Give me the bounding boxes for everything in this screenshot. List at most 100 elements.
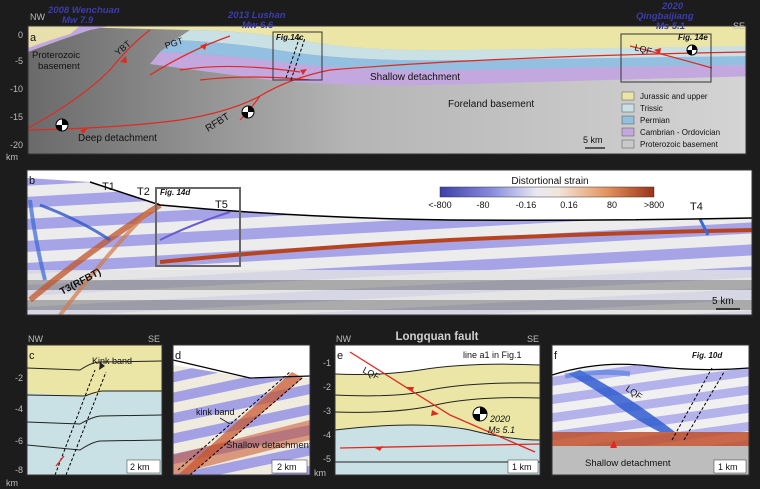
permian-layer <box>160 40 746 71</box>
event-wenchuan-line2: Mw 7.9 <box>62 15 94 26</box>
panel-a-letter: a <box>30 32 37 44</box>
y-unit-label: km <box>6 478 18 488</box>
fig14c-kink-lines <box>285 35 306 81</box>
panel-a-scale-label: 5 km <box>583 135 603 145</box>
jurassic-layer <box>28 26 746 51</box>
panel-e-scale-box <box>507 459 539 474</box>
panel-d-shallow-label: Shallow detachment <box>226 440 312 451</box>
panel-c-nw: NW <box>28 334 43 344</box>
panel-e-subtitle: line a1 in Fig.1 <box>463 350 522 360</box>
panel-e-event-line1: 2020 <box>489 414 510 424</box>
thrust-splay-2 <box>199 76 311 81</box>
panel-e-event-line2: Ms 5.1 <box>488 425 515 435</box>
panel-f-shallow-band <box>552 432 749 446</box>
panel-e-y-axis: -1 -2 -3 -4 -5 km <box>314 358 331 478</box>
panel-c-arrow <box>55 455 65 467</box>
panel-e-air <box>335 345 540 375</box>
panel-c-lower-layer <box>27 391 162 475</box>
colorbar-tick: -80 <box>476 200 489 210</box>
t1-strain-band <box>39 203 111 242</box>
panel-a-y-axis: 0 -5 -10 -15 -20 km <box>6 30 23 162</box>
panel-d-kink-strain <box>178 372 303 475</box>
panel-d-kink-pointer <box>219 417 231 425</box>
y-tick-label: -1 <box>323 358 331 368</box>
panel-f-border <box>551 344 750 476</box>
panel-d-letter: d <box>175 350 181 362</box>
y-unit-label: km <box>6 152 18 162</box>
t5-strain <box>159 211 231 241</box>
panel-f-lqf-strain: Fig. 10d LQF Shallow detachment 1 km f <box>551 344 750 476</box>
legend-swatch-permian <box>621 115 635 125</box>
panel-c-horizons <box>27 360 162 451</box>
colorbar-title: Distortional strain <box>511 176 588 187</box>
y-tick-label: -15 <box>10 112 23 122</box>
panel-d-scale-label: 2 km <box>277 462 297 472</box>
y-tick-label: -10 <box>10 84 23 94</box>
nw-yellow-wedge <box>28 26 80 48</box>
deep-detachment-fault <box>28 51 746 131</box>
event-wenchuan-line1: 2008 Wenchuan <box>47 5 120 16</box>
colorbar-tick: 0.16 <box>560 200 578 210</box>
shallow-detachment-label: Shallow detachment <box>370 72 460 83</box>
panel-a-fault-arrows <box>80 43 661 134</box>
t1-label: T1 <box>102 181 115 193</box>
panel-f-shallow-label: Shallow detachment <box>585 458 671 469</box>
shallow-detachment-strain <box>159 228 752 264</box>
panel-a-legend: Jurassic and upper Trissic Permian Cambr… <box>621 91 720 149</box>
panel-c-border <box>26 344 163 476</box>
cambrian-ordovician-layer <box>150 52 746 86</box>
lqf-fault <box>629 45 713 69</box>
lqf-label: LQF <box>633 42 653 56</box>
y-tick-label: -2 <box>323 382 331 392</box>
legend-swatch-triassic <box>621 103 635 113</box>
colorbar <box>439 186 655 198</box>
y-tick-label: -6 <box>15 436 23 446</box>
y-tick-label: -5 <box>323 454 331 464</box>
fig14c-label: Fig.14c <box>276 33 304 42</box>
legend-label: Jurassic and upper <box>640 92 708 101</box>
panel-c-letter: c <box>29 350 35 362</box>
panel-c-kink-band: Kink band 2 km c NW SE -2 -4 -6 -8 km <box>6 334 163 488</box>
panel-a-cross-section: Jurassic and upper Trissic Permian Cambr… <box>6 1 747 162</box>
t5-label: T5 <box>215 199 228 211</box>
strain-model-base <box>27 270 752 315</box>
panel-e-letter: e <box>337 350 343 362</box>
legend-label: Proterozoic basement <box>640 140 719 149</box>
event-qingbaijiang-line2: Qingbaijiang <box>636 11 694 22</box>
thrust-splay-1 <box>179 65 301 73</box>
panel-f-arrow <box>610 440 617 448</box>
t2-label: T2 <box>137 186 150 198</box>
panel-e-horizons <box>335 363 540 463</box>
fig14e-label: Fig. 14e <box>678 33 708 42</box>
panel-e-border <box>334 344 541 476</box>
y-tick-label: -20 <box>10 140 23 150</box>
event-qingbaijiang-line3: Ms 5.1 <box>656 21 685 32</box>
legend-swatch-cambrian <box>621 127 635 137</box>
panel-a-se: SE <box>733 21 745 31</box>
panel-f-scale-label: 1 km <box>718 462 738 472</box>
pgt-fault <box>149 35 231 76</box>
topography-line <box>89 181 752 221</box>
legend-swatch-proterozoic <box>621 139 635 149</box>
panel-f-fig-label: Fig. 10d <box>692 351 723 360</box>
panel-f-kink-lines <box>671 367 725 441</box>
panel-e-nw: NW <box>336 334 351 344</box>
legend-label: Cambrian - Ordovician <box>640 128 720 137</box>
panel-c-se: SE <box>148 334 160 344</box>
fig14e-box <box>620 33 712 83</box>
panel-e-title: Longquan fault <box>395 331 478 343</box>
fig14d-box <box>155 187 241 267</box>
panel-f-topography <box>552 363 749 376</box>
proterozoic-label: Proterozoic <box>32 50 80 61</box>
colorbar-ticks: <-800 -80 -0.16 0.16 80 >800 <box>428 200 664 210</box>
beachball-icon <box>686 44 698 56</box>
panel-b-border <box>26 169 753 316</box>
panel-c-kink-lines <box>54 369 107 475</box>
panel-b-scale-label: 5 km <box>712 296 734 307</box>
panel-f-scale-box <box>713 459 747 474</box>
triassic-layer <box>175 30 746 61</box>
y-tick-label: -3 <box>323 406 331 416</box>
t4-label: T4 <box>690 201 703 213</box>
beachball-icon <box>472 406 488 422</box>
lqf-fault <box>349 351 536 453</box>
